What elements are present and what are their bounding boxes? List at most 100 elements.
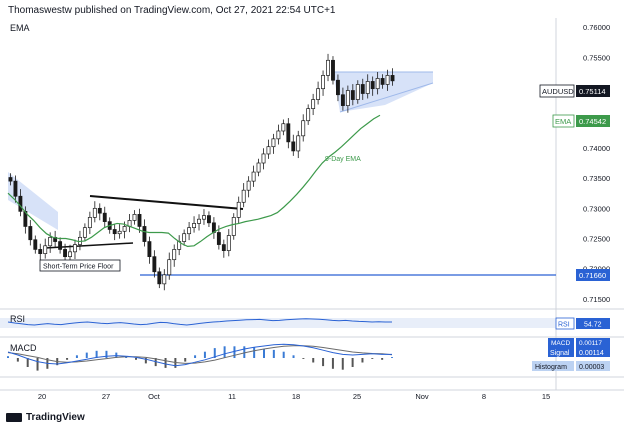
- candle-body: [306, 108, 311, 122]
- candle-body: [370, 81, 375, 90]
- candle-body: [147, 241, 152, 258]
- candle-body: [8, 177, 13, 182]
- price-floor-label: Short-Term Price Floor: [43, 264, 114, 271]
- tradingview-logo[interactable]: TradingView: [6, 412, 85, 423]
- ema-value-tag-box: [576, 115, 610, 127]
- ema-tag: EMA: [555, 117, 571, 126]
- candle-body: [286, 123, 291, 143]
- candle-body: [38, 249, 43, 254]
- candle-body: [117, 230, 122, 235]
- y-tick-label: 0.72500: [583, 235, 610, 244]
- candle-body: [187, 227, 192, 235]
- y-tick-label: 0.76000: [583, 23, 610, 32]
- ema-layer: [7, 114, 381, 248]
- x-tick-label: 18: [292, 392, 300, 401]
- candle-body: [236, 201, 241, 218]
- macd-label-box: [548, 338, 574, 347]
- candle-body: [18, 195, 23, 212]
- candle-body: [216, 232, 221, 245]
- candle-body: [276, 130, 281, 140]
- candle-body: [271, 138, 276, 148]
- candle-body: [331, 59, 335, 81]
- macd-label-tag: MACD: [551, 340, 570, 347]
- histogram-label-tag: Histogram: [535, 364, 567, 371]
- rsi-band: [0, 318, 556, 328]
- candle-body: [73, 244, 77, 253]
- x-tick-label: 11: [228, 392, 236, 401]
- candle-body: [241, 189, 246, 203]
- candle-body: [246, 180, 251, 191]
- candle-body: [231, 217, 236, 236]
- candle-body: [221, 244, 226, 251]
- rsi-label-box: [555, 317, 575, 330]
- histogram-value-tag: 0.00003: [579, 364, 604, 371]
- histogram-label-box: [532, 361, 574, 371]
- candle-body: [365, 81, 370, 94]
- tradingview-logo-icon: [6, 413, 22, 422]
- candle-body: [102, 212, 107, 222]
- ema-annotation: 9-Day EMA: [325, 156, 361, 163]
- candle-body: [301, 120, 306, 137]
- y-tick-label: 0.73000: [583, 204, 610, 213]
- candle-body: [112, 229, 117, 235]
- signal-label-tag: Signal: [550, 350, 570, 357]
- candle-body: [226, 235, 231, 251]
- candle-body: [82, 227, 87, 238]
- candle-body: [380, 78, 385, 85]
- rsi-layer: [7, 318, 393, 326]
- last-price-tag-box: [576, 85, 610, 97]
- candle-body: [172, 249, 177, 261]
- candle-body: [182, 233, 187, 242]
- candle-body: [316, 88, 321, 100]
- signal-value-tag: 0.00114: [579, 350, 604, 357]
- candle-body: [355, 84, 360, 100]
- candle-body: [296, 135, 301, 152]
- support-tag-box: [576, 269, 610, 281]
- price-axis[interactable]: 0.760000.755000.750000.745000.740000.735…: [583, 23, 610, 304]
- candle-body: [157, 271, 162, 285]
- time-axis[interactable]: 20 27 Oct 11 18 25 Nov 8 15: [38, 392, 550, 401]
- symbol-tag: AUDUSD: [542, 87, 574, 96]
- candle-body: [162, 274, 167, 285]
- price-pane-title: EMA: [10, 23, 30, 33]
- candle-body: [192, 223, 196, 229]
- candle-body: [87, 217, 92, 229]
- histogram-value-box: [576, 361, 610, 371]
- candle-body: [345, 90, 350, 106]
- candle-body: [207, 215, 211, 224]
- candle-body: [197, 218, 201, 224]
- candle-body: [375, 78, 380, 90]
- candle-body: [385, 75, 390, 85]
- rsi-pane-title: RSI: [10, 314, 25, 324]
- candle-body: [43, 245, 48, 254]
- ema-tag-box: [552, 114, 575, 128]
- rsi-label-tag: RSI: [558, 322, 570, 329]
- candle-body: [167, 259, 172, 276]
- candle-body: [390, 75, 395, 82]
- descending-channel-fill: [8, 172, 58, 230]
- candle-body: [281, 123, 286, 132]
- y-tick-label: 0.75500: [583, 53, 610, 62]
- x-tick-label: 20: [38, 392, 46, 401]
- candle-body: [33, 239, 38, 250]
- candle-body: [336, 79, 340, 96]
- ema-value-tag: 0.74542: [579, 117, 606, 126]
- candle-body: [58, 241, 63, 250]
- macd-value-tag: 0.00117: [579, 340, 602, 347]
- signal-label-box: [548, 347, 574, 357]
- drawings-layer: [0, 71, 556, 328]
- candle-body: [261, 153, 266, 164]
- candle-body: [152, 256, 157, 273]
- rsi-line: [7, 318, 393, 326]
- macd-value-box: [576, 338, 610, 347]
- candle-body: [251, 171, 256, 182]
- symbol-tag-box: [539, 84, 575, 98]
- x-tick-label: 25: [353, 392, 361, 401]
- x-tick-label: 8: [482, 392, 486, 401]
- candle-body: [266, 146, 271, 155]
- candle-body: [97, 207, 102, 214]
- wedge-bottom-line: [339, 82, 434, 113]
- candle-body: [142, 226, 147, 242]
- signal-value-box: [576, 347, 610, 357]
